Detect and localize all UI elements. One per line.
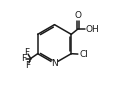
Text: O: O <box>74 11 81 20</box>
Circle shape <box>51 61 57 66</box>
Text: Cl: Cl <box>79 50 88 59</box>
Text: F: F <box>21 54 26 63</box>
Text: F: F <box>25 61 30 70</box>
Text: OH: OH <box>85 25 99 34</box>
Text: N: N <box>51 59 57 68</box>
Text: F: F <box>24 48 29 57</box>
